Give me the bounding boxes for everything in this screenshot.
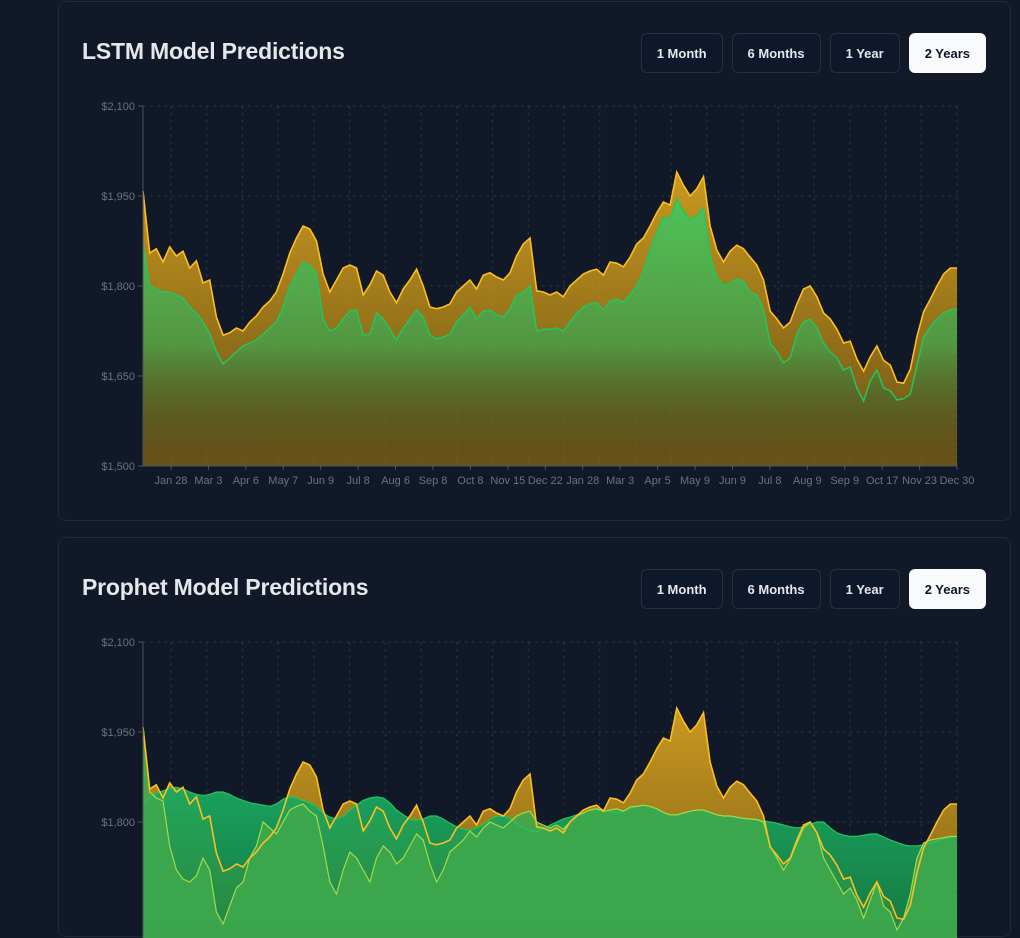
x-tick-label: Aug 6 — [381, 475, 410, 487]
lstm-chart-card: LSTM Model Predictions 1 Month 6 Months … — [58, 1, 1011, 521]
prophet-trend-line — [142, 786, 958, 847]
prophet-chart-card: Prophet Model Predictions 1 Month 6 Mont… — [58, 537, 1011, 938]
y-tick-label: $2,100 — [101, 637, 135, 649]
y-tick-label: $1,950 — [101, 727, 135, 739]
x-tick-label: Dec 22 — [528, 475, 563, 487]
x-tick-label: Jul 8 — [758, 475, 781, 487]
y-tick-label: $1,650 — [101, 371, 135, 383]
lstm-range-2-years-button[interactable]: 2 Years — [908, 33, 986, 73]
prophet-chart: $2,100 $1,950 $1,800 — [101, 637, 958, 938]
x-tick-label: Aug 9 — [793, 475, 822, 487]
predicted-price-line — [142, 727, 957, 932]
predicted-price-area — [143, 727, 957, 938]
x-tick-label: Sep 8 — [419, 475, 448, 487]
x-tick-label: Mar 3 — [606, 475, 634, 487]
x-tick-label: Apr 6 — [233, 475, 259, 487]
predicted-price-line — [142, 197, 958, 404]
prophet-range-1-year-button[interactable]: 1 Year — [829, 569, 900, 609]
prophet-range-buttons: 1 Month 6 Months 1 Year 2 Years — [640, 569, 986, 609]
lstm-range-1-year-button[interactable]: 1 Year — [829, 33, 900, 73]
lstm-chart: $2,100 $1,950 $1,800 $1,650 $1,500 Jan 28 Mar … — [101, 101, 975, 487]
x-tick-label: Nov 23 — [902, 475, 937, 487]
x-tick-label: May 9 — [680, 475, 710, 487]
x-tick-label: Jun 9 — [719, 475, 746, 487]
x-tick-label: Jun 9 — [307, 475, 334, 487]
x-tick-label: Mar 3 — [194, 475, 222, 487]
x-tick-label: Jan 28 — [566, 475, 599, 487]
x-tick-label: Oct 17 — [866, 475, 898, 487]
predicted-price-area — [143, 199, 957, 466]
prophet-chart-title: Prophet Model Predictions — [82, 574, 369, 600]
x-tick-label: Nov 15 — [490, 475, 525, 487]
actual-price-line — [142, 169, 957, 385]
x-tick-label: Apr 5 — [644, 475, 670, 487]
x-tick-label: Sep 9 — [830, 475, 859, 487]
y-tick-label: $2,100 — [101, 101, 135, 113]
y-tick-label: $1,950 — [101, 191, 135, 203]
x-tick-label: Oct 8 — [457, 475, 483, 487]
y-tick-label: $1,800 — [101, 281, 135, 293]
lstm-range-6-months-button[interactable]: 6 Months — [731, 33, 821, 73]
prophet-range-2-years-button[interactable]: 2 Years — [908, 569, 986, 609]
actual-price-line — [142, 705, 957, 921]
prophet-range-6-months-button[interactable]: 6 Months — [731, 569, 821, 609]
lstm-chart-title: LSTM Model Predictions — [82, 38, 345, 64]
prophet-range-1-month-button[interactable]: 1 Month — [640, 569, 723, 609]
x-tick-label: Dec 30 — [940, 475, 975, 487]
x-tick-label: Jul 8 — [347, 475, 370, 487]
y-tick-label: $1,500 — [101, 461, 135, 473]
lstm-range-buttons: 1 Month 6 Months 1 Year 2 Years — [640, 33, 986, 73]
lstm-range-1-month-button[interactable]: 1 Month — [640, 33, 723, 73]
y-tick-label: $1,800 — [101, 817, 135, 829]
x-tick-label: Jan 28 — [154, 475, 187, 487]
x-tick-label: May 7 — [268, 475, 298, 487]
